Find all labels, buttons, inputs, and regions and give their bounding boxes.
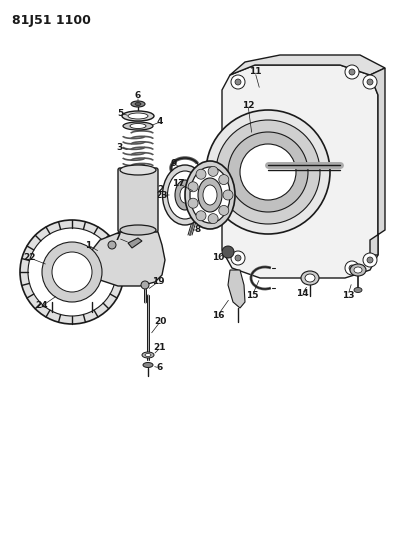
Text: 4: 4	[157, 117, 163, 126]
Polygon shape	[228, 270, 245, 308]
Ellipse shape	[350, 264, 366, 276]
Text: 10: 10	[212, 254, 224, 262]
Circle shape	[367, 257, 373, 263]
Text: 23: 23	[156, 190, 168, 199]
Ellipse shape	[175, 180, 195, 210]
Circle shape	[222, 246, 234, 258]
Circle shape	[240, 144, 296, 200]
Text: 15: 15	[246, 292, 258, 301]
Text: 14: 14	[296, 289, 309, 298]
Circle shape	[231, 75, 245, 89]
Ellipse shape	[167, 171, 203, 219]
Ellipse shape	[203, 185, 217, 205]
Ellipse shape	[190, 167, 230, 223]
Circle shape	[196, 211, 206, 221]
Circle shape	[208, 166, 218, 176]
Text: 6: 6	[135, 92, 141, 101]
Text: 22: 22	[24, 254, 36, 262]
Circle shape	[28, 228, 116, 316]
Text: 20: 20	[154, 318, 166, 327]
Circle shape	[188, 182, 198, 192]
Circle shape	[108, 241, 116, 249]
Ellipse shape	[143, 362, 153, 367]
Circle shape	[223, 190, 233, 200]
Circle shape	[345, 65, 359, 79]
Circle shape	[235, 79, 241, 85]
Circle shape	[196, 169, 206, 179]
Ellipse shape	[128, 113, 148, 119]
Circle shape	[345, 261, 359, 275]
Circle shape	[188, 198, 198, 208]
Ellipse shape	[120, 165, 156, 175]
Circle shape	[219, 175, 229, 184]
Circle shape	[363, 253, 377, 267]
Ellipse shape	[354, 287, 362, 293]
Ellipse shape	[185, 161, 235, 229]
Circle shape	[349, 69, 355, 75]
Ellipse shape	[142, 352, 154, 358]
Circle shape	[216, 120, 320, 224]
Circle shape	[235, 255, 241, 261]
Text: 9: 9	[171, 158, 177, 167]
Polygon shape	[370, 68, 385, 255]
Text: 17: 17	[172, 179, 184, 188]
Ellipse shape	[130, 124, 146, 128]
Circle shape	[367, 79, 373, 85]
FancyBboxPatch shape	[118, 168, 158, 232]
Ellipse shape	[131, 101, 145, 107]
Circle shape	[228, 132, 308, 212]
Ellipse shape	[145, 353, 151, 357]
Text: 2: 2	[157, 185, 163, 195]
Text: 12: 12	[242, 101, 254, 109]
Text: 21: 21	[154, 343, 166, 352]
Text: 5: 5	[117, 109, 123, 117]
Text: 1: 1	[85, 240, 91, 249]
Ellipse shape	[162, 165, 208, 225]
Polygon shape	[222, 65, 378, 278]
Circle shape	[363, 75, 377, 89]
Circle shape	[141, 281, 149, 289]
Polygon shape	[88, 228, 165, 286]
Text: 3: 3	[117, 143, 123, 152]
Text: 6: 6	[157, 364, 163, 373]
Circle shape	[349, 265, 355, 271]
Text: 13: 13	[342, 290, 354, 300]
Text: 11: 11	[249, 68, 261, 77]
Ellipse shape	[354, 267, 362, 273]
Circle shape	[52, 252, 92, 292]
Circle shape	[20, 220, 124, 324]
Text: 81J51 1100: 81J51 1100	[12, 14, 91, 27]
Ellipse shape	[135, 102, 141, 106]
Polygon shape	[128, 238, 142, 248]
Text: 8: 8	[195, 225, 201, 235]
Circle shape	[206, 110, 330, 234]
Text: 19: 19	[152, 278, 164, 287]
Ellipse shape	[301, 271, 319, 285]
Circle shape	[231, 251, 245, 265]
Ellipse shape	[198, 178, 222, 212]
Circle shape	[208, 214, 218, 224]
Ellipse shape	[305, 274, 315, 282]
Text: 16: 16	[212, 311, 224, 319]
Ellipse shape	[122, 111, 154, 121]
Text: 7: 7	[115, 233, 121, 243]
Ellipse shape	[120, 225, 156, 235]
Ellipse shape	[180, 187, 190, 203]
Polygon shape	[230, 55, 385, 75]
Text: 24: 24	[36, 302, 48, 311]
Circle shape	[219, 205, 229, 215]
Ellipse shape	[123, 122, 153, 130]
Circle shape	[42, 242, 102, 302]
